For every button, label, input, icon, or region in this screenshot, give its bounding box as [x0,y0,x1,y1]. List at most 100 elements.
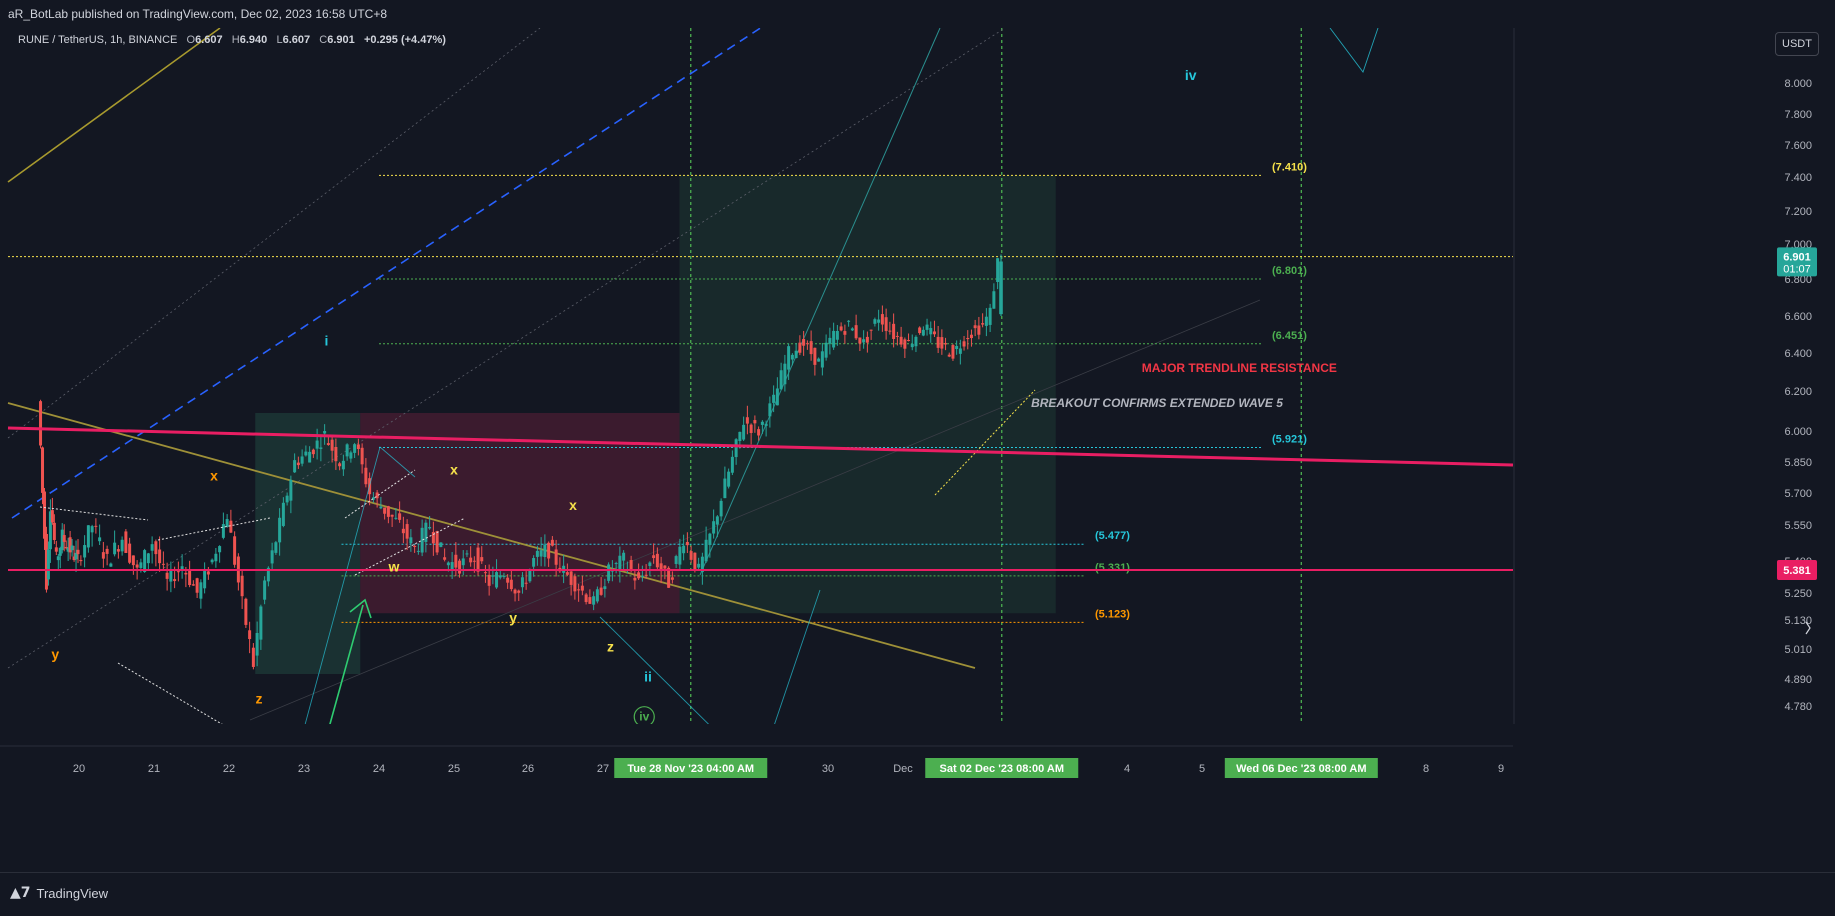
candle-body [278,517,282,543]
candle-body [60,529,64,551]
candle-body [790,354,794,360]
candle-body [158,549,162,564]
candle-body [83,545,87,558]
candle-body [535,550,539,557]
candle-body [569,571,573,585]
candle-body [371,497,375,500]
candle-body [877,319,881,323]
time-tick-1: 21 [148,763,160,775]
candle-body [723,478,727,499]
wave-box-magenta [360,413,680,614]
candle-body [977,325,981,335]
candle-body [495,572,499,588]
candle-body [655,553,659,568]
candle-body [263,580,267,600]
candle-body [644,574,648,576]
candle-body [105,548,109,554]
candle-body [693,552,697,570]
candle-body [892,323,896,339]
candle-body [988,307,992,325]
candle-body [206,571,210,575]
candle-body [109,563,113,567]
candle-body [401,528,405,534]
wave-line-iv [1329,27,1379,73]
candle-body [734,439,738,458]
candle-body [476,547,480,572]
symbol-legend: RUNE / TetherUS, 1h, BINANCE O6.607 H6.9… [18,34,446,46]
candle-body-last [999,261,1003,315]
candle-body [334,446,338,462]
candle-body [165,572,169,579]
pattern-line-c [157,517,271,541]
tradingview-logo[interactable]: ▲7 TradingView [10,885,108,901]
candle-body [338,463,342,467]
close-value: 6.901 [327,34,355,46]
candle-body [76,549,80,555]
fib-label-0: (7.410) [1272,161,1307,173]
wave-label-3: i [325,333,329,349]
candle-body [996,258,1000,283]
close-label: C [319,34,328,46]
projection-box-teal [679,175,1056,614]
candle-body [341,460,345,470]
price-tick-8: 6.600 [1784,311,1812,323]
candle-body [116,549,120,552]
candle-body [184,572,188,575]
candle-body [113,542,117,555]
time-tick-11: 5 [1199,763,1205,775]
high-value: 6.940 [239,34,268,46]
price-tick-2: 7.800 [1784,109,1812,121]
candle-body [169,569,173,582]
candle-body [921,329,925,336]
candle-body [588,597,592,604]
trendline-price-value: 5.381 [1783,565,1811,577]
candle-body [584,594,588,603]
annotation-text-0: MAJOR TRENDLINE RESISTANCE [1142,361,1337,375]
time-tick-12: 8 [1423,763,1429,775]
price-axis-bg [1513,28,1835,724]
time-tick-4: 24 [373,763,385,775]
candle-body [54,547,58,552]
candle-body [847,320,851,322]
descending-trendline-olive [7,402,976,669]
candle-body [854,325,858,339]
candle-body [315,440,319,449]
price-tick-12: 5.850 [1784,457,1812,469]
candle-body [513,589,517,594]
candle-body [903,339,907,349]
currency-button[interactable]: USDT [1775,32,1819,56]
candle-body [296,462,300,466]
candle-body [858,337,862,344]
candle-body [992,291,996,309]
candle-body [42,491,46,539]
candle-body [458,560,462,574]
candle-body [300,456,304,464]
candle-body [670,577,674,580]
candle-body [700,556,704,573]
fib-label-1: (6.801) [1272,265,1307,277]
candle-body [229,520,233,533]
candle-body [409,537,413,544]
candle-body [203,570,207,589]
candle-body [573,576,577,592]
candle-body [86,525,90,548]
candle-body [640,575,644,577]
candle-body [689,551,693,560]
candle-body [191,584,195,586]
candle-body [472,560,476,562]
time-tick-0: 20 [73,763,85,775]
candle-body [386,506,390,517]
candle-body [405,524,409,539]
candle-body [465,553,469,555]
candle-body [428,526,432,529]
wave-box-teal [255,413,361,674]
candle-body [308,451,312,463]
candle-body [820,351,824,368]
candle-body [787,346,791,370]
candle-body [828,337,832,344]
candle-body [349,452,353,459]
candle-body [424,522,428,542]
candle-body [98,537,102,542]
